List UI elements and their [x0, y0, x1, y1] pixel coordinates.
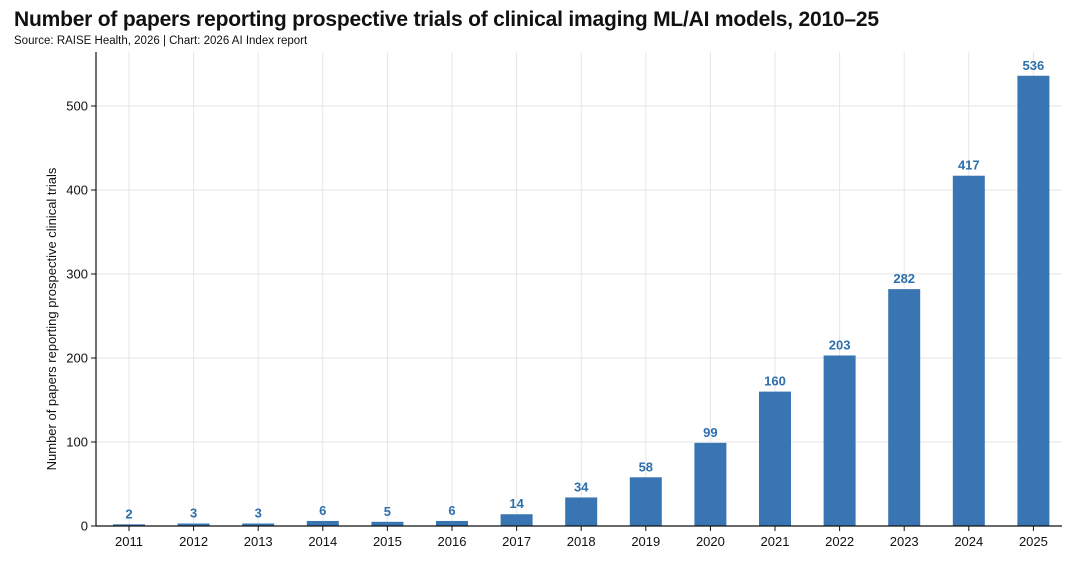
- y-tick-label: 0: [81, 519, 88, 534]
- labels: 0 100 200 300 400 500 2 2011 3 2012 3 2013 6 2014 5 201…: [66, 58, 1048, 549]
- y-tick-label: 200: [66, 351, 88, 366]
- value-label: 3: [190, 505, 197, 520]
- value-label: 14: [509, 496, 524, 511]
- axes: [91, 52, 1062, 531]
- bar: [694, 442, 727, 526]
- value-label: 58: [639, 459, 653, 474]
- value-label: 536: [1023, 58, 1045, 73]
- bars: [113, 75, 1050, 526]
- x-tick-label: 2020: [696, 534, 725, 549]
- bar: [823, 355, 856, 526]
- value-label: 6: [448, 503, 455, 518]
- bar: [888, 289, 921, 526]
- value-label: 99: [703, 425, 717, 440]
- value-label: 160: [764, 374, 786, 389]
- x-tick-label: 2025: [1019, 534, 1048, 549]
- y-tick-label: 500: [66, 99, 88, 114]
- chart-title: Number of papers reporting prospective t…: [14, 8, 879, 31]
- x-tick-label: 2016: [438, 534, 467, 549]
- value-label: 6: [319, 503, 326, 518]
- y-tick-label: 400: [66, 183, 88, 198]
- x-tick-label: 2011: [115, 534, 143, 549]
- x-tick-label: 2015: [373, 534, 402, 549]
- x-tick-label: 2023: [890, 534, 919, 549]
- value-label: 417: [958, 158, 980, 173]
- x-tick-label: 2013: [244, 534, 273, 549]
- bar: [565, 497, 598, 526]
- value-label: 5: [384, 504, 391, 519]
- bar: [113, 524, 145, 526]
- bar: [436, 520, 468, 526]
- bar: [629, 477, 662, 526]
- bar: [952, 175, 985, 526]
- y-axis-title: Number of papers reporting prospective c…: [44, 167, 59, 470]
- x-tick-label: 2017: [502, 534, 531, 549]
- y-tick-label: 300: [66, 267, 88, 282]
- x-tick-label: 2022: [825, 534, 854, 549]
- y-tick-label: 100: [66, 435, 88, 450]
- value-label: 282: [893, 271, 915, 286]
- x-tick-label: 2018: [567, 534, 596, 549]
- x-tick-label: 2014: [308, 534, 337, 549]
- value-label: 2: [125, 506, 132, 521]
- x-tick-label: 2012: [179, 534, 208, 549]
- bar: [306, 520, 339, 526]
- x-tick-label: 2019: [631, 534, 660, 549]
- x-tick-label: 2024: [954, 534, 983, 549]
- bar: [242, 523, 275, 526]
- chart-source: Source: RAISE Health, 2026 | Chart: 2026…: [14, 35, 308, 47]
- value-label: 34: [574, 479, 589, 494]
- value-label: 3: [255, 505, 262, 520]
- bar: [1017, 75, 1050, 526]
- bar: [177, 523, 210, 526]
- value-label: 203: [829, 337, 851, 352]
- bar: [500, 514, 533, 526]
- x-tick-label: 2021: [761, 534, 790, 549]
- bar: [371, 521, 404, 526]
- bar: [759, 391, 791, 526]
